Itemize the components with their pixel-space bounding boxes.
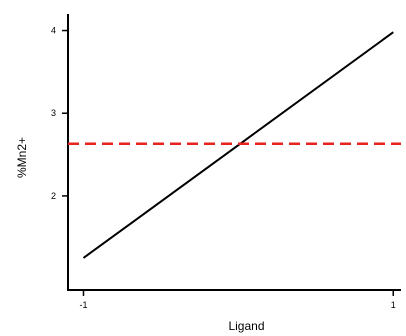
x-tick-label: -1 xyxy=(79,300,87,310)
plot-area: 2 3 4 -1 1 xyxy=(51,14,401,310)
y-axis-title: %Mn2+ xyxy=(15,137,29,178)
y-tick-label: 4 xyxy=(51,26,56,36)
x-axis-title: Ligand xyxy=(228,319,264,333)
x-ticks: -1 1 xyxy=(79,290,396,310)
series-layer xyxy=(68,31,401,259)
y-tick-label: 2 xyxy=(51,191,56,201)
x-tick-label: 1 xyxy=(391,300,396,310)
y-ticks: 2 3 4 xyxy=(51,26,68,201)
y-tick-label: 3 xyxy=(51,108,56,118)
